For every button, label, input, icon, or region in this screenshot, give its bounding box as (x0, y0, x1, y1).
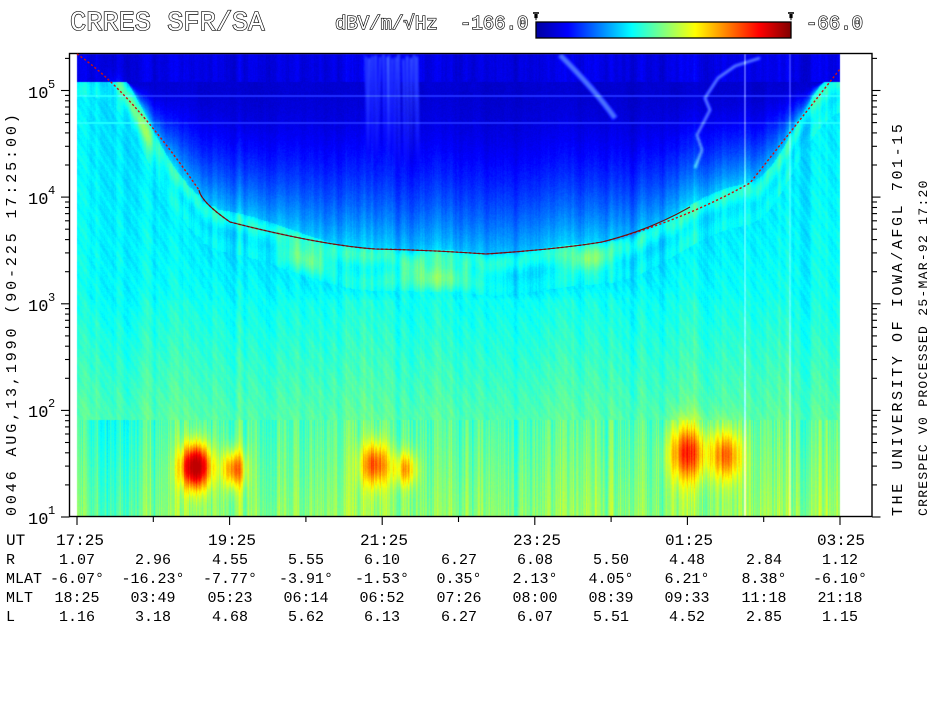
svg-text:-66.0: -66.0 (806, 13, 863, 35)
svg-text:4.52: 4.52 (669, 609, 705, 626)
svg-text:06:14: 06:14 (283, 590, 328, 607)
svg-text:07:26: 07:26 (436, 590, 481, 607)
svg-text:1.16: 1.16 (59, 609, 95, 626)
svg-text:3.18: 3.18 (135, 609, 171, 626)
svg-text:21:25: 21:25 (360, 532, 408, 550)
svg-text:3: 3 (48, 291, 55, 305)
svg-text:-6.07°: -6.07° (50, 571, 104, 588)
svg-text:6.08: 6.08 (517, 552, 553, 569)
svg-text:8.38°: 8.38° (741, 571, 786, 588)
svg-text:06:52: 06:52 (359, 590, 404, 607)
svg-text:4.48: 4.48 (669, 552, 705, 569)
svg-text:08:00: 08:00 (512, 590, 557, 607)
svg-text:17:25: 17:25 (56, 532, 104, 550)
svg-text:21:18: 21:18 (817, 590, 862, 607)
svg-text:18:25: 18:25 (54, 590, 99, 607)
svg-text:2.13°: 2.13° (512, 571, 557, 588)
svg-text:5.51: 5.51 (593, 609, 629, 626)
svg-text:10: 10 (28, 85, 48, 104)
svg-text:-16.23°: -16.23° (121, 571, 184, 588)
svg-text:2.85: 2.85 (746, 609, 782, 626)
svg-text:5.55: 5.55 (288, 552, 324, 569)
svg-text:CRRESPEC V0 PROCESSED 25-MA: CRRESPEC V0 PROCESSED 25-MAR-92 17:20 (916, 179, 931, 516)
svg-text:08:39: 08:39 (588, 590, 633, 607)
svg-text:0.35°: 0.35° (436, 571, 481, 588)
svg-text:-3.91°: -3.91° (279, 571, 333, 588)
svg-text:19:25: 19:25 (208, 532, 256, 550)
svg-text:4.55: 4.55 (212, 552, 248, 569)
svg-text:6.27: 6.27 (441, 552, 477, 569)
svg-text:R: R (6, 552, 15, 569)
svg-text:-166.0: -166.0 (460, 13, 528, 35)
svg-text:UT: UT (6, 532, 25, 550)
svg-text:2.96: 2.96 (135, 552, 171, 569)
svg-text:MLT: MLT (6, 590, 33, 607)
svg-text:4: 4 (48, 184, 55, 198)
svg-text:0046 AUG,13,1990 (90-225 17:: 0046 AUG,13,1990 (90-225 17:25:00) (4, 111, 21, 516)
svg-text:10: 10 (28, 404, 48, 423)
svg-text:CRRES SFR/SA: CRRES SFR/SA (70, 9, 265, 39)
svg-text:10: 10 (28, 511, 48, 530)
svg-text:dBV/m/√Hz: dBV/m/√Hz (335, 13, 438, 35)
svg-text:1: 1 (48, 504, 55, 518)
svg-text:03:49: 03:49 (130, 590, 175, 607)
svg-text:23:25: 23:25 (513, 532, 561, 550)
svg-text:10: 10 (28, 191, 48, 210)
svg-text:4.68: 4.68 (212, 609, 248, 626)
svg-text:05:23: 05:23 (207, 590, 252, 607)
svg-text:MLAT: MLAT (6, 571, 42, 588)
svg-text:09:33: 09:33 (664, 590, 709, 607)
svg-text:4.05°: 4.05° (588, 571, 633, 588)
svg-text:5.50: 5.50 (593, 552, 629, 569)
svg-text:THE UNIVERSITY OF IOWA/AFGL 7: THE UNIVERSITY OF IOWA/AFGL 701-15 (890, 122, 907, 516)
svg-text:1.07: 1.07 (59, 552, 95, 569)
svg-text:-7.77°: -7.77° (203, 571, 257, 588)
svg-text:-6.10°: -6.10° (813, 571, 867, 588)
svg-text:5.62: 5.62 (288, 609, 324, 626)
svg-text:6.07: 6.07 (517, 609, 553, 626)
svg-text:2: 2 (48, 397, 55, 411)
svg-text:5: 5 (48, 78, 55, 92)
svg-text:03:25: 03:25 (817, 532, 865, 550)
svg-text:01:25: 01:25 (665, 532, 713, 550)
svg-text:6.27: 6.27 (441, 609, 477, 626)
svg-text:2.84: 2.84 (746, 552, 782, 569)
svg-text:6.10: 6.10 (364, 552, 400, 569)
svg-text:-1.53°: -1.53° (355, 571, 409, 588)
svg-text:10: 10 (28, 298, 48, 317)
svg-text:1.15: 1.15 (822, 609, 858, 626)
svg-text:6.13: 6.13 (364, 609, 400, 626)
svg-text:6.21°: 6.21° (664, 571, 709, 588)
svg-text:L: L (6, 609, 15, 626)
svg-text:11:18: 11:18 (741, 590, 786, 607)
svg-text:1.12: 1.12 (822, 552, 858, 569)
